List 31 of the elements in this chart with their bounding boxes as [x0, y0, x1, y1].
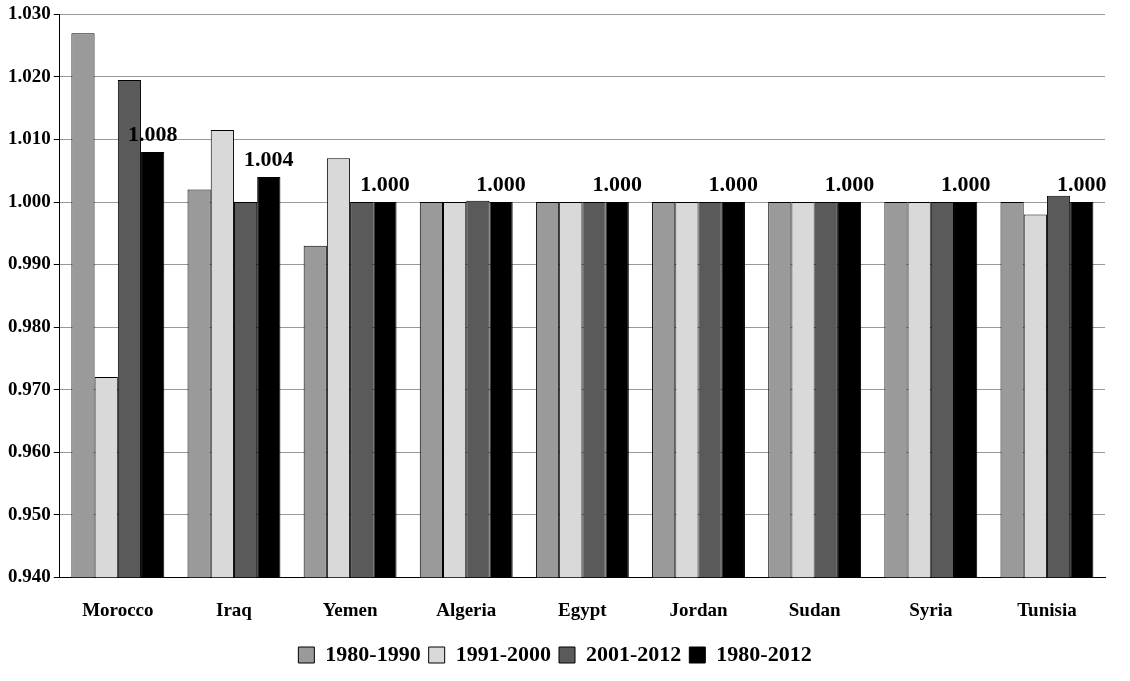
data-label: 1.000: [592, 170, 642, 196]
legend-label: 1980-2012: [716, 640, 812, 666]
x-tick-label: Syria: [909, 598, 953, 620]
x-tick-label: Morocco: [82, 598, 154, 620]
data-label: 1.004: [244, 145, 294, 171]
legend-label: 1980-1990: [325, 640, 421, 666]
y-tick-label: 0.960: [8, 440, 51, 462]
x-tick-label: Jordan: [669, 598, 728, 620]
x-tick-label: Algeria: [436, 598, 497, 620]
y-tick-label: 0.980: [8, 314, 51, 336]
data-label: 1.000: [824, 170, 875, 196]
data-label: 1.000: [476, 170, 526, 196]
y-tick-label: 1.010: [8, 127, 51, 149]
x-tick-label: Egypt: [558, 598, 608, 620]
y-tick-label: 1.030: [8, 2, 51, 24]
data-label: 1.000: [708, 170, 759, 196]
x-tick-label: Tunisia: [1017, 598, 1078, 620]
y-tick-label: 0.990: [8, 252, 51, 274]
data-label: 1.000: [940, 170, 991, 196]
x-tick-label: Yemen: [322, 598, 378, 620]
y-tick-label: 0.940: [8, 565, 51, 587]
legend-label: 2001-2012: [586, 640, 682, 666]
y-tick-label: 0.950: [8, 502, 51, 524]
y-tick-label: 1.000: [8, 189, 51, 211]
y-tick-label: 0.970: [8, 377, 51, 399]
data-label: 1.000: [360, 170, 410, 196]
data-label: 1.000: [1057, 170, 1107, 196]
legend-label: 1991-2000: [455, 640, 551, 666]
x-tick-label: Iraq: [216, 598, 253, 620]
y-tick-label: 1.020: [8, 64, 51, 86]
x-tick-label: Sudan: [788, 598, 841, 620]
